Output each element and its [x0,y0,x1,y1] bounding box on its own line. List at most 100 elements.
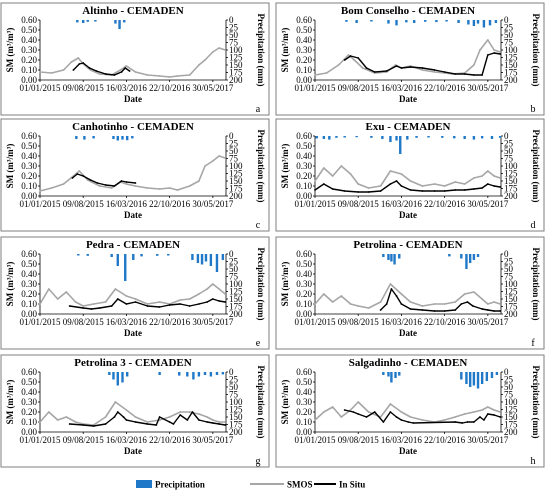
insitu-point [443,71,446,73]
y-tick-label: 0.50 [21,377,37,387]
insitu-point [122,416,125,418]
insitu-point [186,419,189,421]
smos-point [472,177,475,179]
smos-point [168,76,171,78]
precipitation-bar [83,136,86,140]
smos-point [493,301,496,303]
y-tick-label: 0.50 [296,25,312,35]
smos-point [218,288,221,290]
y2-tick-label: 175 [504,420,518,430]
precipitation-bar [398,254,401,259]
insitu-point [218,300,221,302]
smos-point [179,299,182,301]
precipitation-bar [476,254,480,257]
smos-point [188,185,191,187]
x-tick-label: 09/08/2015 [63,317,105,327]
insitu-point [357,413,360,415]
x-axis-label: Date [124,94,142,104]
precipitation-bar [209,254,213,266]
insitu-point [104,73,107,75]
smos-point [379,185,382,187]
insitu-point [120,71,123,73]
x-tick-label: 30/05/2017 [467,317,509,327]
smos-point [204,165,206,167]
panel-d: 0.000.100.200.300.400.500.60 025507510012… [275,118,545,232]
insitu-point [113,74,116,76]
y-tick-label: 0.10 [21,417,37,427]
x-tick-label: 01/01/2015 [19,199,61,209]
smos-point [176,189,179,191]
smos-series-line [39,155,226,192]
insitu-point [407,421,410,423]
insitu-point [385,303,388,305]
precipitation-bar [453,136,456,139]
smos-point [224,421,227,423]
y-tick-label: 0.00 [296,191,312,201]
y2-tick-label: 150 [504,412,518,422]
y2-tick-label: 50 [504,146,514,156]
precipitation-bar [76,20,79,23]
y-tick-label: 0.30 [21,161,37,171]
smos-series-line [314,39,501,76]
y2-tick-label: 175 [504,184,518,194]
precipitation-bar [203,372,207,375]
smos-point [62,69,65,71]
smos-point [481,298,484,300]
insitu-point [472,421,475,423]
precipitation-bar [423,20,427,22]
insitu-point [390,288,393,290]
insitu-point [158,306,161,308]
precipitation-bar [221,254,225,260]
y2-tick-label: 175 [229,184,243,194]
insitu-point [322,183,325,185]
precipitation-bar [460,372,463,380]
insitu-series-line [314,180,501,193]
insitu-point [96,182,99,184]
x-tick-label: 16/03/2016 [381,83,423,93]
y2-tick-label: 125 [229,405,243,415]
smos-point [62,183,65,185]
legend-insitu-label: In Situ [339,480,365,490]
smos-point [218,155,221,157]
smos-point [224,293,227,295]
smos-point [421,419,424,421]
precipitation-bar [465,254,468,269]
insitu-point [191,411,194,413]
y2-tick-label: 25 [229,257,239,267]
x-tick-label: 01/01/2015 [294,435,336,445]
smos-point [400,293,403,295]
y2-tick-label: 50 [504,30,514,40]
smos-point [134,298,137,300]
insitu-point [331,188,334,190]
precipitation-bar [77,254,80,256]
panel-title: Canhotinho - CEMADEN [72,121,194,133]
y-tick-label: 0.10 [296,181,312,191]
panel-g: 0.000.100.200.300.400.500.60 025507510012… [0,354,270,468]
smos-point [47,288,50,290]
insitu-point [211,422,214,424]
y-axis-label: SM (m³/m³) [280,28,290,73]
y2-tick-label: 75 [229,38,239,48]
y-axis-label: SM (m³/m³) [280,144,290,189]
y2-tick-label: 200 [229,75,243,85]
y2-tick-label: 25 [504,375,514,385]
smos-point [433,183,436,185]
insitu-point [124,67,127,69]
insitu-point [357,57,360,59]
x-tick-label: 01/01/2015 [19,435,61,445]
precipitation-bar [499,136,502,138]
precipitation-bar [355,20,358,23]
y2-tick-label: 75 [504,390,514,400]
precipitation-bar [482,20,486,28]
smos-point [481,409,484,411]
insitu-point [460,303,463,305]
smos-series-line [314,401,501,423]
precipitation-bar [86,20,89,22]
insitu-point [421,67,424,69]
y-tick-label: 0.10 [296,299,312,309]
panel-title: Pedra - CEMADEN [86,239,180,251]
smos-point [486,170,489,172]
precipitation-bar [126,372,129,377]
x-tick-label: 09/08/2015 [338,435,380,445]
precipitation-bar [495,372,499,375]
